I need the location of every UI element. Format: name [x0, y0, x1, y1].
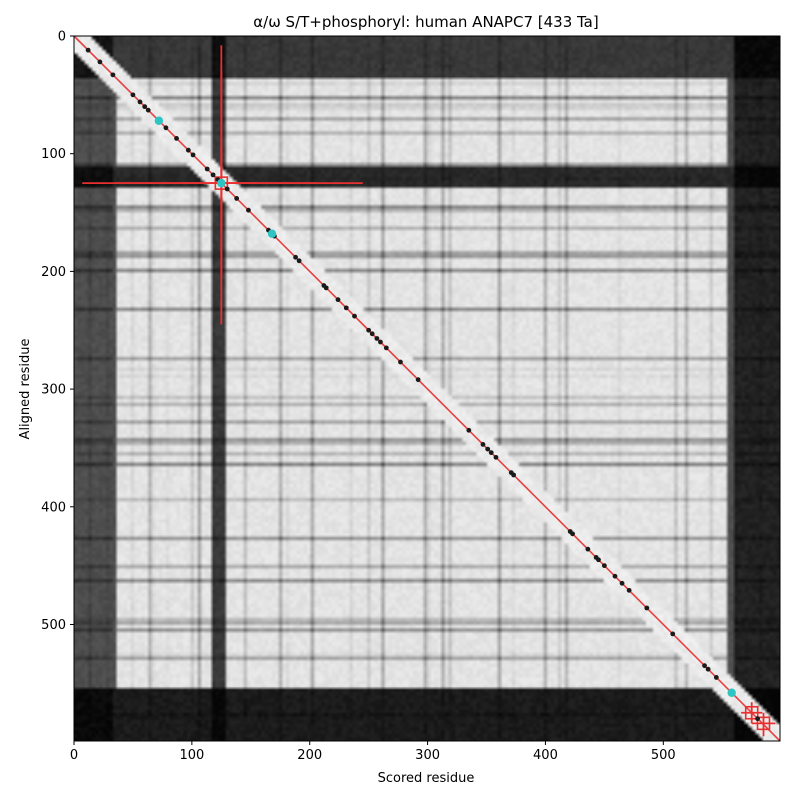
dark-point [705, 666, 711, 672]
y-tick-label: 100 [41, 147, 66, 162]
dark-point [619, 580, 625, 586]
dark-point [224, 186, 230, 192]
dark-point [296, 258, 302, 264]
dark-point [596, 557, 601, 563]
y-tick-label: 300 [41, 383, 66, 398]
x-tick-label: 400 [533, 748, 558, 763]
dark-point [185, 147, 191, 153]
dark-point [601, 563, 607, 569]
dark-point [366, 327, 372, 333]
dark-point [174, 135, 179, 141]
y-tick-label: 0 [58, 30, 66, 45]
dark-point [466, 427, 472, 433]
dark-point [343, 305, 349, 311]
cyan-point [267, 229, 277, 238]
chart-title: α/ω S/T+phosphoryl: human ANAPC7 [433 Ta… [253, 13, 598, 31]
x-axis: 0 100 200 300 400 500 [70, 741, 676, 763]
dark-point [374, 336, 380, 341]
cyan-point [727, 688, 736, 697]
dark-point [511, 472, 517, 478]
dark-point [145, 107, 151, 113]
dark-point [335, 297, 341, 303]
dark-point [570, 531, 575, 537]
dark-point [204, 166, 210, 172]
dark-point [488, 450, 494, 456]
dark-point [670, 631, 676, 637]
dark-point [383, 345, 389, 351]
dark-point [493, 454, 499, 460]
dark-point [713, 675, 719, 680]
plot-area [73, 35, 781, 742]
dark-point [378, 339, 383, 345]
dark-point [480, 442, 486, 447]
dark-point [210, 172, 216, 178]
y-axis: 0 100 200 300 400 500 [41, 30, 74, 633]
cyan-point [154, 116, 164, 125]
x-tick-label: 0 [70, 748, 78, 763]
y-axis-title: Aligned residue [18, 339, 33, 440]
dark-point [137, 99, 143, 105]
dark-point [97, 59, 103, 65]
x-tick-label: 100 [179, 748, 204, 763]
dark-point [415, 377, 421, 383]
y-tick-label: 400 [41, 500, 66, 515]
dark-point [755, 716, 761, 722]
cyan-point [217, 178, 226, 188]
dark-point [130, 92, 136, 98]
red-cross-box [214, 176, 229, 190]
dark-point [398, 359, 403, 365]
plot-frame [73, 35, 781, 742]
dark-point [110, 72, 116, 78]
dark-point [612, 573, 618, 579]
dark-point [246, 207, 251, 213]
x-tick-label: 300 [415, 748, 440, 763]
dark-point [163, 125, 169, 131]
x-axis-title: Scored residue [378, 771, 475, 786]
dark-point [142, 104, 148, 110]
y-tick-label: 500 [41, 618, 66, 633]
red-cross-box [744, 705, 759, 720]
dark-point [702, 663, 707, 669]
dark-point [369, 331, 375, 337]
x-tick-label: 200 [297, 748, 322, 763]
dark-point [644, 605, 650, 611]
y-tick-label: 200 [41, 265, 66, 280]
dark-point [485, 446, 491, 452]
red-cross-box [756, 716, 771, 731]
dark-point [352, 313, 357, 319]
dark-point [323, 285, 329, 291]
dark-point [234, 196, 240, 201]
dark-point [626, 587, 632, 593]
x-tick-label: 500 [651, 748, 676, 763]
dark-point [190, 152, 196, 158]
dark-point [85, 47, 91, 53]
dark-point [293, 254, 298, 260]
dark-point [585, 546, 591, 552]
